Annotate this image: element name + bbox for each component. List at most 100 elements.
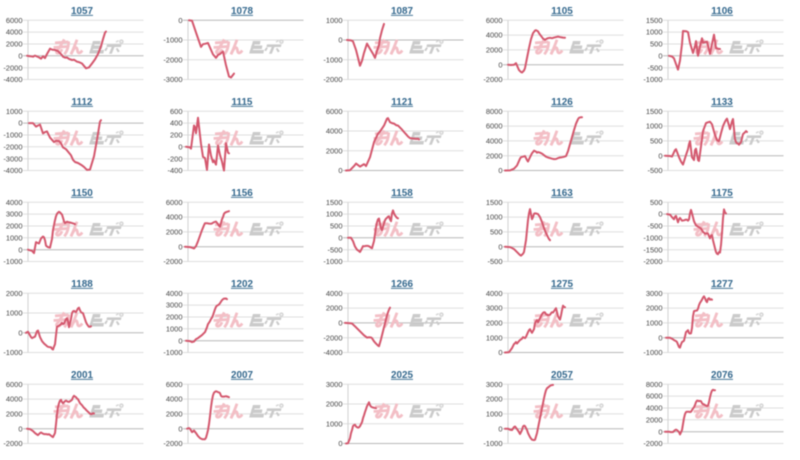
svg-text:6000: 6000 <box>6 16 23 25</box>
svg-text:1133: 1133 <box>711 97 733 108</box>
svg-text:1106: 1106 <box>711 6 733 17</box>
svg-text:0: 0 <box>498 166 502 175</box>
svg-text:-4000: -4000 <box>3 75 22 84</box>
svg-text:1105: 1105 <box>551 6 573 17</box>
svg-text:2000: 2000 <box>6 289 23 298</box>
svg-text:0: 0 <box>658 210 662 219</box>
svg-text:-2000: -2000 <box>163 55 182 64</box>
svg-text:8000: 8000 <box>486 107 503 116</box>
svg-text:400: 400 <box>170 119 183 128</box>
svg-text:6000: 6000 <box>486 16 503 25</box>
svg-text:0: 0 <box>18 51 22 60</box>
svg-text:1266: 1266 <box>391 279 413 290</box>
svg-text:4000: 4000 <box>486 289 503 298</box>
svg-text:4000: 4000 <box>6 28 23 37</box>
svg-text:-1000: -1000 <box>643 233 662 242</box>
svg-text:1156: 1156 <box>231 188 253 199</box>
svg-text:-1000: -1000 <box>323 55 342 64</box>
svg-text:-500: -500 <box>487 257 502 266</box>
svg-text:4000: 4000 <box>326 127 343 136</box>
svg-text:1115: 1115 <box>232 97 253 108</box>
svg-text:2007: 2007 <box>231 370 253 381</box>
svg-text:500: 500 <box>650 198 663 207</box>
svg-text:1112: 1112 <box>72 97 93 108</box>
svg-text:-3000: -3000 <box>163 75 182 84</box>
svg-text:1163: 1163 <box>551 188 573 199</box>
svg-text:-1000: -1000 <box>3 348 22 357</box>
svg-text:1000: 1000 <box>6 233 23 242</box>
svg-text:1500: 1500 <box>646 107 663 116</box>
svg-text:-2000: -2000 <box>3 63 22 72</box>
svg-text:1000: 1000 <box>6 107 23 116</box>
svg-text:6000: 6000 <box>6 380 23 389</box>
svg-text:1126: 1126 <box>551 97 573 108</box>
svg-text:2000: 2000 <box>326 304 343 313</box>
svg-text:3000: 3000 <box>166 301 183 310</box>
svg-text:-1000: -1000 <box>643 75 662 84</box>
svg-text:-2000: -2000 <box>163 257 182 266</box>
svg-text:-400: -400 <box>167 166 182 175</box>
svg-text:2000: 2000 <box>486 395 503 404</box>
svg-text:-2000: -2000 <box>163 439 182 448</box>
svg-text:0: 0 <box>178 336 182 345</box>
svg-text:-2000: -2000 <box>643 257 662 266</box>
svg-text:-1000: -1000 <box>3 131 22 140</box>
svg-text:0: 0 <box>178 242 182 251</box>
svg-text:1277: 1277 <box>711 279 733 290</box>
svg-text:1188: 1188 <box>71 279 93 290</box>
svg-text:2000: 2000 <box>6 410 23 419</box>
svg-text:2025: 2025 <box>391 370 413 381</box>
svg-text:1000: 1000 <box>646 319 663 328</box>
svg-text:0: 0 <box>658 427 662 436</box>
svg-text:500: 500 <box>490 228 503 237</box>
svg-text:2000: 2000 <box>646 304 663 313</box>
svg-text:2000: 2000 <box>166 228 183 237</box>
svg-text:-500: -500 <box>647 63 662 72</box>
svg-text:1078: 1078 <box>231 6 253 17</box>
svg-text:0: 0 <box>498 424 502 433</box>
svg-text:1000: 1000 <box>646 28 663 37</box>
svg-text:-2000: -2000 <box>643 439 662 448</box>
svg-text:0: 0 <box>338 166 342 175</box>
svg-text:1000: 1000 <box>486 410 503 419</box>
svg-text:6000: 6000 <box>486 122 503 131</box>
svg-text:6000: 6000 <box>326 107 343 116</box>
svg-text:-200: -200 <box>167 154 182 163</box>
svg-text:1500: 1500 <box>646 16 663 25</box>
svg-text:500: 500 <box>650 137 663 146</box>
svg-text:6000: 6000 <box>166 380 183 389</box>
svg-text:4000: 4000 <box>6 395 23 404</box>
svg-text:0: 0 <box>18 328 22 337</box>
svg-text:-1000: -1000 <box>483 439 502 448</box>
svg-text:1000: 1000 <box>166 324 183 333</box>
svg-text:2000: 2000 <box>326 146 343 155</box>
svg-text:1202: 1202 <box>231 279 253 290</box>
svg-text:1000: 1000 <box>486 333 503 342</box>
svg-text:2000: 2000 <box>6 40 23 49</box>
svg-text:2000: 2000 <box>326 400 343 409</box>
svg-text:-2000: -2000 <box>323 333 342 342</box>
svg-text:1057: 1057 <box>71 6 93 17</box>
svg-text:1000: 1000 <box>6 309 23 318</box>
svg-text:1000: 1000 <box>326 419 343 428</box>
svg-text:3000: 3000 <box>486 380 503 389</box>
svg-text:2000: 2000 <box>486 46 503 55</box>
svg-text:-1500: -1500 <box>643 245 662 254</box>
svg-text:4000: 4000 <box>166 395 183 404</box>
svg-text:2001: 2001 <box>71 370 93 381</box>
svg-text:2000: 2000 <box>6 222 23 231</box>
svg-text:0: 0 <box>18 119 22 128</box>
svg-text:2000: 2000 <box>166 410 183 419</box>
svg-text:1000: 1000 <box>326 16 343 25</box>
svg-text:1000: 1000 <box>646 122 663 131</box>
svg-text:200: 200 <box>170 131 183 140</box>
svg-text:-500: -500 <box>327 245 342 254</box>
svg-text:0: 0 <box>178 16 182 25</box>
svg-text:1087: 1087 <box>391 6 413 17</box>
svg-text:4000: 4000 <box>486 137 503 146</box>
svg-text:4000: 4000 <box>6 198 23 207</box>
svg-text:0: 0 <box>338 439 342 448</box>
svg-text:4000: 4000 <box>326 289 343 298</box>
svg-text:4000: 4000 <box>166 289 183 298</box>
svg-text:-3000: -3000 <box>3 154 22 163</box>
